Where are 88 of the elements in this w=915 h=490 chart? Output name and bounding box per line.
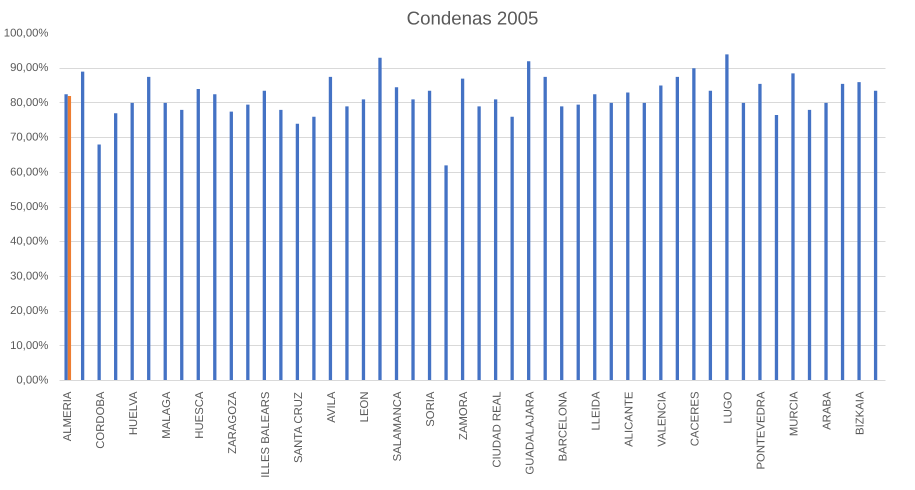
bar — [758, 84, 762, 380]
x-tick-label: LUGO — [722, 391, 735, 424]
bar — [279, 110, 283, 380]
y-tick-label: 40,00% — [10, 236, 48, 248]
bar — [692, 68, 696, 380]
x-tick-label: SALAMANCA — [392, 391, 404, 462]
bar — [262, 90, 266, 380]
x-tick-label: AVILA — [326, 391, 338, 423]
bar — [147, 76, 150, 380]
x-tick-label: ZAMORA — [458, 391, 470, 440]
bar — [378, 58, 382, 380]
x-tick-label: BIZKAIA — [854, 391, 867, 435]
bar — [68, 96, 72, 380]
bar — [725, 54, 729, 380]
x-tick-label: ZARAGOZA — [226, 391, 239, 454]
bar — [857, 82, 861, 380]
bar — [477, 106, 481, 380]
bar — [114, 113, 118, 380]
bar — [610, 102, 613, 380]
bar — [312, 116, 316, 380]
bar — [130, 102, 134, 380]
y-tick-label: 50,00% — [10, 201, 48, 213]
y-tick-label: 60,00% — [10, 166, 48, 178]
bar — [97, 144, 101, 380]
x-tick-label: ILLES BALEARS — [260, 391, 272, 478]
y-tick-label: 30,00% — [10, 270, 48, 282]
bar — [246, 104, 250, 380]
x-tick-label: ALMERIA — [62, 391, 74, 442]
x-tick-label: HUELVA — [128, 391, 140, 436]
x-tick-label: MALAGA — [160, 391, 173, 439]
y-tick-label: 80,00% — [10, 96, 48, 109]
bar — [642, 102, 646, 380]
x-tick-label: CIUDAD REAL — [491, 391, 504, 468]
x-tick-label: LLEIDA — [590, 391, 602, 431]
bar — [824, 102, 828, 380]
bar — [213, 94, 216, 380]
bar — [544, 76, 547, 380]
y-tick-label: 90,00% — [10, 62, 48, 74]
x-tick-label: ALICANTE — [623, 391, 636, 447]
bar — [230, 112, 233, 380]
bar — [576, 104, 580, 380]
bar — [345, 106, 349, 380]
bar — [296, 124, 300, 380]
x-tick-label: LEON — [359, 391, 372, 422]
y-tick-label: 20,00% — [10, 305, 48, 318]
x-tick-label: CORDOBA — [94, 391, 107, 449]
x-tick-label: HUESCA — [194, 391, 206, 439]
bar — [411, 99, 415, 380]
bar — [808, 110, 812, 380]
x-tick-label: MURCIA — [788, 391, 801, 436]
x-tick-label: ARABA — [822, 391, 834, 430]
bar — [444, 165, 448, 380]
bar — [659, 86, 662, 380]
bar — [527, 61, 530, 380]
x-tick-label: SANTA CRUZ — [293, 392, 306, 464]
bar — [593, 94, 596, 380]
bar — [428, 90, 432, 380]
y-tick-label: 100,00% — [4, 28, 49, 40]
bar — [791, 73, 795, 380]
chart-title: Condenas 2005 — [406, 8, 538, 28]
bar — [80, 72, 84, 380]
bar — [394, 87, 398, 380]
y-tick-label: 10,00% — [10, 340, 48, 352]
bar — [874, 90, 878, 380]
bar — [676, 76, 679, 380]
x-tick-label: SORIA — [425, 391, 438, 427]
bar — [510, 116, 514, 380]
bar — [64, 94, 68, 380]
y-tick-label: 70,00% — [10, 132, 48, 144]
x-tick-label: BARCELONA — [557, 391, 570, 462]
bar — [196, 89, 200, 380]
bar — [742, 102, 746, 380]
x-tick-label: CACERES — [690, 391, 702, 446]
bar — [708, 90, 712, 380]
x-tick-label: GUADALAJARA — [524, 391, 536, 475]
bar — [560, 106, 564, 380]
bar — [626, 92, 630, 380]
x-tick-label: PONTEVEDRA — [756, 391, 768, 470]
bar — [328, 76, 332, 380]
bar — [362, 99, 366, 380]
bar — [494, 99, 498, 380]
bar — [164, 102, 167, 380]
y-tick-label: 0,00% — [16, 374, 49, 386]
bar — [180, 110, 184, 380]
bar — [840, 84, 844, 380]
bar — [774, 115, 778, 380]
x-tick-label: VALENCIA — [656, 391, 668, 447]
bar — [460, 78, 464, 380]
